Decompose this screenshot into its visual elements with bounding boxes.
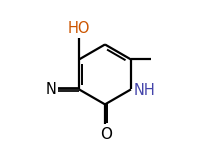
Text: O: O	[100, 127, 112, 142]
Text: NH: NH	[134, 83, 155, 98]
Text: HO: HO	[68, 21, 90, 36]
Text: N: N	[45, 82, 56, 97]
